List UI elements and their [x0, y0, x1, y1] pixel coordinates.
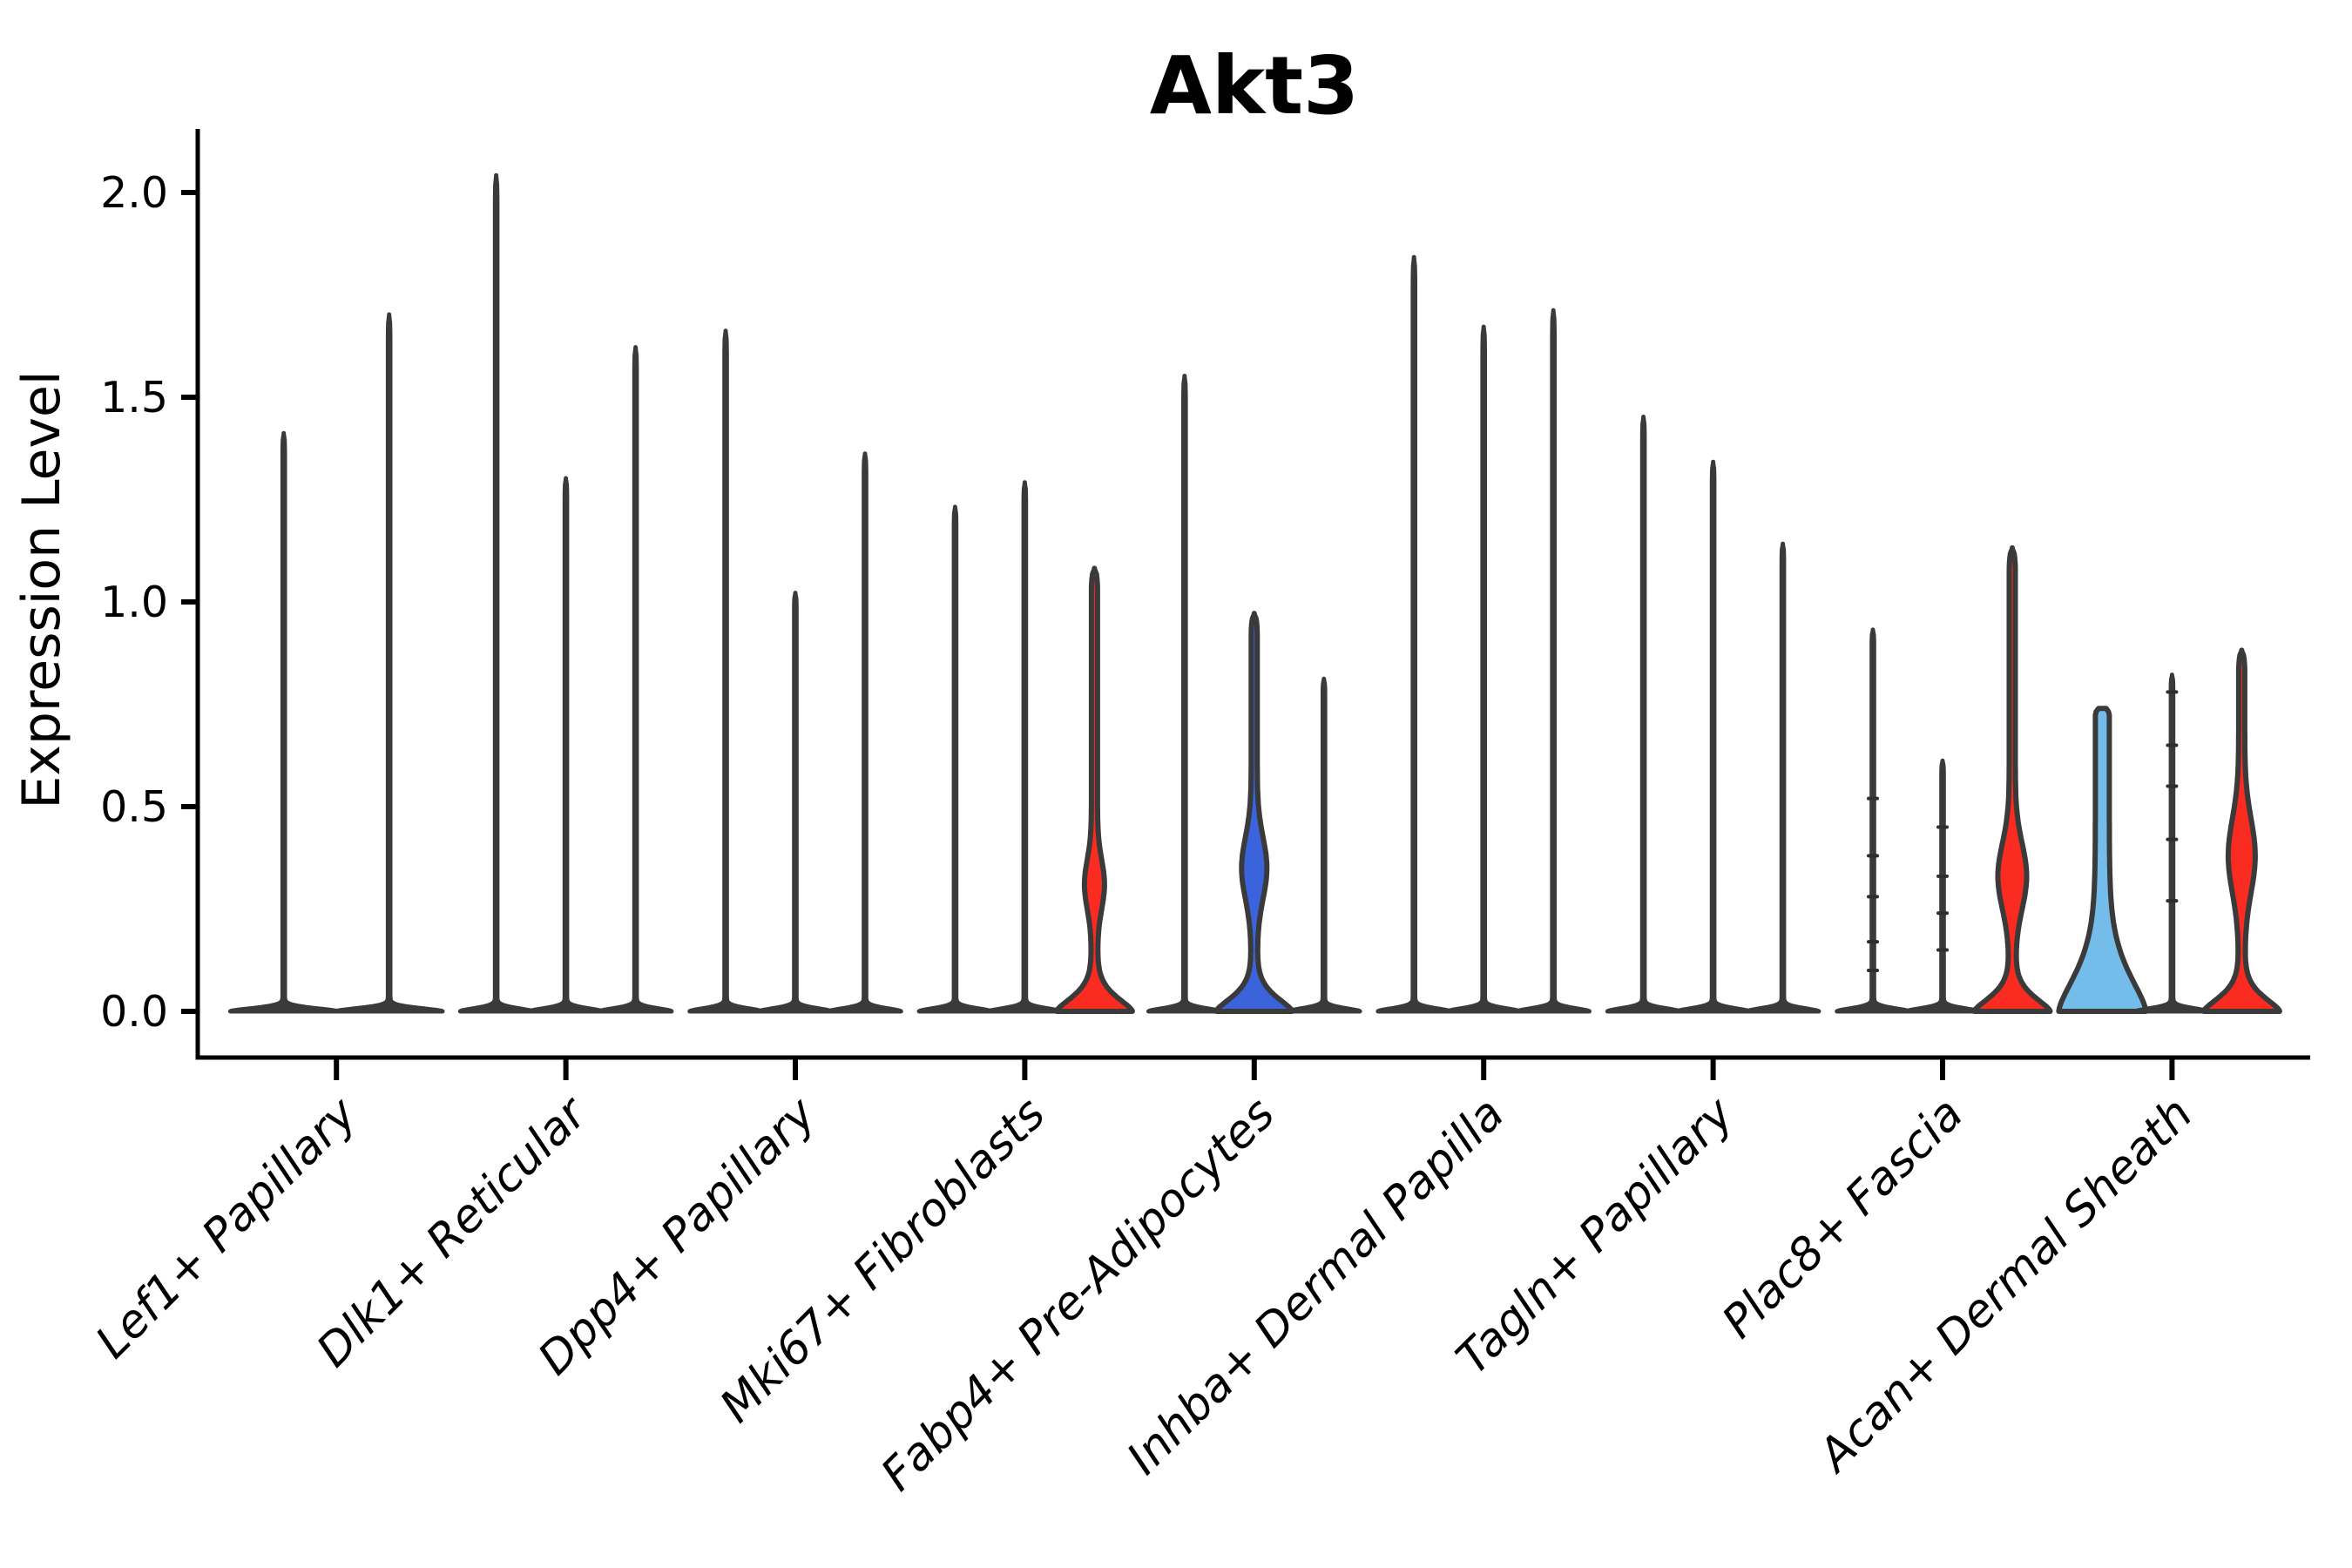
- violin: [1971, 544, 2053, 1014]
- violin: [227, 430, 340, 1014]
- cell-mark: [1867, 969, 1879, 972]
- cell-mark: [2166, 743, 2179, 747]
- cell-mark: [2166, 690, 2179, 694]
- violin: [457, 172, 535, 1014]
- violin: [1515, 308, 1592, 1014]
- violin: [1674, 459, 1752, 1014]
- cell-mark: [1867, 796, 1879, 801]
- violin: [1213, 611, 1295, 1014]
- violin: [1744, 541, 1821, 1014]
- y-axis-label: Expression Level: [11, 370, 72, 808]
- chart-title: Akt3: [1150, 39, 1359, 132]
- cell-mark: [2166, 837, 2179, 841]
- violin-group-7: [1605, 415, 1821, 1014]
- x-tick-label: Fabp4+ Pre-Adipocytes: [871, 1088, 1285, 1502]
- violin-group-6: [1375, 254, 1592, 1014]
- violin-group-9: [2056, 647, 2282, 1014]
- violin-group-3: [687, 328, 903, 1014]
- violin: [2056, 706, 2149, 1014]
- violin-group-2: [457, 172, 674, 1014]
- x-tick-label: Acan+ Dermal Sheath: [1808, 1088, 2203, 1484]
- y-tick-label: 0.5: [100, 782, 168, 832]
- cell-mark: [1936, 874, 1949, 878]
- violin: [1146, 374, 1223, 1014]
- violin: [1375, 254, 1452, 1014]
- violin: [1053, 565, 1135, 1014]
- violin-group-8: [1835, 544, 2053, 1014]
- violin: [597, 345, 674, 1014]
- cell-mark: [1867, 854, 1879, 858]
- violin: [827, 451, 903, 1014]
- violin: [2133, 672, 2211, 1014]
- cell-mark: [1867, 895, 1879, 899]
- violin: [1286, 676, 1362, 1014]
- y-tick-label: 2.0: [100, 168, 168, 218]
- cell-mark: [1867, 940, 1879, 944]
- violin: [1605, 415, 1682, 1014]
- x-tick-label: Inhba+ Dermal Papilla: [1118, 1088, 1515, 1485]
- cell-mark: [2166, 784, 2179, 788]
- cell-mark: [1936, 825, 1949, 829]
- cell-mark: [1936, 948, 1949, 952]
- violin: [1904, 758, 1981, 1014]
- cell-mark: [2166, 899, 2179, 903]
- violin: [986, 480, 1064, 1014]
- violin-group-4: [916, 480, 1135, 1014]
- violin: [757, 591, 834, 1014]
- y-tick-label: 1.5: [100, 373, 168, 422]
- violin: [687, 328, 764, 1014]
- violins: [227, 172, 2282, 1014]
- violin: [333, 312, 445, 1014]
- y-axis-ticks: 0.0 0.5 1.0 1.5 2.0: [100, 168, 198, 1037]
- violin: [916, 504, 994, 1014]
- violin: [1835, 627, 1911, 1014]
- y-tick-label: 0.0: [100, 987, 168, 1037]
- violin: [2200, 647, 2282, 1014]
- violin: [527, 476, 605, 1014]
- cell-mark: [1936, 911, 1949, 916]
- violin-group-1: [227, 312, 445, 1014]
- x-tick-label: Plac8+ Fascia: [1713, 1088, 1973, 1348]
- y-tick-label: 1.0: [100, 578, 168, 627]
- violin-group-5: [1146, 374, 1362, 1014]
- violin: [1445, 324, 1522, 1014]
